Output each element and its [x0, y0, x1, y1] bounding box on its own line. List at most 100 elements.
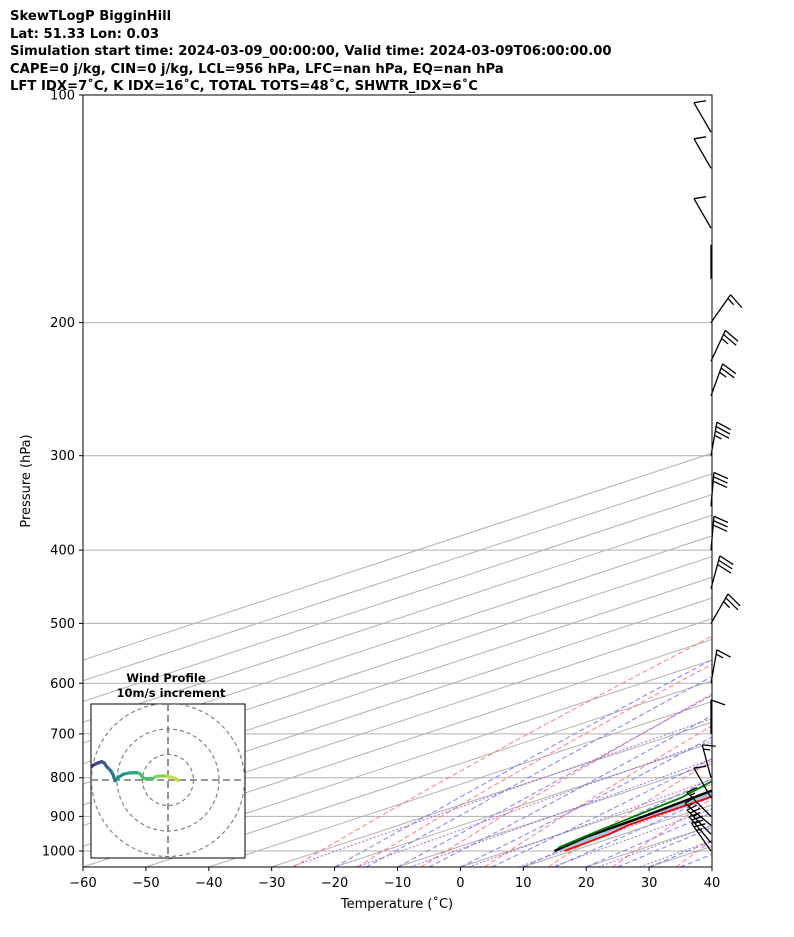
wind-barb-flag [719, 555, 734, 566]
moist-adiabat [334, 659, 712, 867]
wind-barb-half-flag [714, 434, 722, 440]
wind-barb-staff [686, 809, 712, 835]
moist-adiabat [680, 853, 712, 867]
wind-barb-flag [725, 597, 739, 611]
moist-adiabat [365, 675, 712, 867]
wind-barb-staff [684, 803, 712, 826]
isotherm [271, 721, 712, 867]
wind-barb-staff [693, 198, 712, 229]
hodograph-segment [91, 763, 95, 769]
dry-adiabat [420, 693, 712, 867]
wind-profile-inset: Wind Profile 10m/s increment [86, 671, 246, 859]
x-tick-label: −50 [132, 876, 159, 891]
wind-barb-half-flag [687, 802, 694, 807]
moist-adiabat [744, 95, 794, 867]
x-tick-label: −20 [321, 876, 348, 891]
wind-barb-flag [712, 524, 728, 532]
x-tick-label: −10 [384, 876, 411, 891]
wind-barb-flag [713, 476, 728, 484]
parcel-profile-line [553, 789, 712, 853]
wind-barb-staff [710, 422, 718, 456]
wind-barb-staff [710, 363, 724, 397]
parcel-temperature-shading [554, 790, 712, 851]
wind-barb-half-flag [715, 653, 724, 659]
wind-barb-flag [710, 699, 726, 706]
isotherm [208, 700, 712, 867]
y-tick-label: 500 [50, 617, 75, 632]
wind-barb-staff [701, 744, 712, 778]
wind-barb-flag [686, 786, 698, 793]
wind-barb-flag [688, 812, 701, 818]
isotherm [83, 638, 712, 847]
wind-barb-half-flag [727, 297, 735, 306]
dry-adiabat [292, 635, 712, 867]
dry-adiabat [675, 840, 712, 867]
wind-barb-half-flag [689, 792, 696, 797]
wind-barb-flag [720, 367, 735, 379]
isotherm [145, 680, 712, 867]
wind-barb-flag [693, 100, 707, 104]
y-tick-label: 600 [50, 677, 75, 692]
wind-barb-flag [713, 520, 728, 528]
y-tick-label: 800 [50, 771, 75, 786]
wind-barb-staff [693, 767, 712, 798]
wind-barb-staff [710, 294, 732, 323]
x-tick-label: 20 [578, 876, 595, 891]
dry-adiabat [548, 760, 712, 867]
wind-barb-staff [693, 102, 712, 133]
wind-barb-staff [710, 330, 726, 362]
wind-barb-flag [715, 425, 731, 435]
moist-adiabat [617, 826, 712, 867]
dry-adiabat [484, 725, 712, 867]
profile-lines [553, 780, 712, 853]
hodograph-segment [86, 768, 89, 772]
wind-barb-flag [713, 471, 729, 480]
wind-barb-staff [686, 791, 712, 817]
y-tick-label: 700 [50, 727, 75, 742]
dry-adiabat [740, 95, 794, 867]
wind-barb-staff [693, 138, 712, 169]
x-tick-label: 0 [456, 876, 464, 891]
stability-indices-1: CAPE=0 j/kg, CIN=0 j/kg, LCL=956 hPa, LF… [10, 61, 504, 77]
mixing-ratio-line [290, 717, 712, 867]
moist-adiabat [428, 714, 712, 867]
mixing-ratio-line [518, 796, 712, 867]
temperature-profile-line [564, 795, 712, 852]
y-tick-label: 200 [50, 316, 75, 331]
cape-cin-shading [554, 790, 712, 851]
stability-indices-2: LFT IDX=7˚C, K IDX=16˚C, TOTAL TOTS=48˚C… [10, 79, 478, 94]
wind-barb-flag [717, 563, 732, 574]
axes: −60 −50 −40 −30 −20 −10 0 10 20 30 40 100 200 300 400 5… [42, 89, 720, 892]
wind-barb-flag [718, 559, 733, 570]
y-axis-label: Pressure (hPa) [19, 434, 34, 527]
x-tick-label: 40 [704, 876, 721, 891]
wind-barb-staff [690, 822, 712, 852]
isotherm [83, 597, 712, 806]
wind-barb-flag [712, 480, 728, 489]
wind-barb-flag [689, 807, 701, 814]
wind-barb-flag [702, 744, 716, 747]
dry-adiabat [611, 797, 712, 867]
mixing-ratio-line [356, 740, 712, 867]
wind-barb-flag [715, 430, 730, 439]
wind-barb-flag [723, 333, 737, 346]
y-tick-label: 300 [50, 449, 75, 464]
wind-barb-flag [693, 765, 707, 769]
simulation-times: Simulation start time: 2024-03-09_00:00:… [10, 44, 612, 59]
wind-barb-staff [710, 516, 715, 551]
wind-barb-flag [693, 136, 707, 140]
moist-adiabat [523, 778, 712, 867]
wind-barb-staff [688, 816, 712, 844]
station-coordinates: Lat: 51.33 Lon: 0.03 [10, 26, 160, 42]
mixing-ratio-line [639, 839, 712, 867]
wind-barbs [684, 100, 743, 852]
chart-header: SkewTLogP BigginHill Lat: 51.33 Lon: 0.0… [10, 8, 612, 96]
wind-barb-half-flag [703, 748, 711, 751]
isotherm [397, 763, 712, 867]
y-tick-label: 400 [50, 544, 75, 559]
dry-adiabat [356, 663, 712, 867]
moist-adiabat [554, 796, 712, 867]
wind-barb-flag [727, 593, 741, 607]
mixing-ratio-line [468, 778, 712, 867]
